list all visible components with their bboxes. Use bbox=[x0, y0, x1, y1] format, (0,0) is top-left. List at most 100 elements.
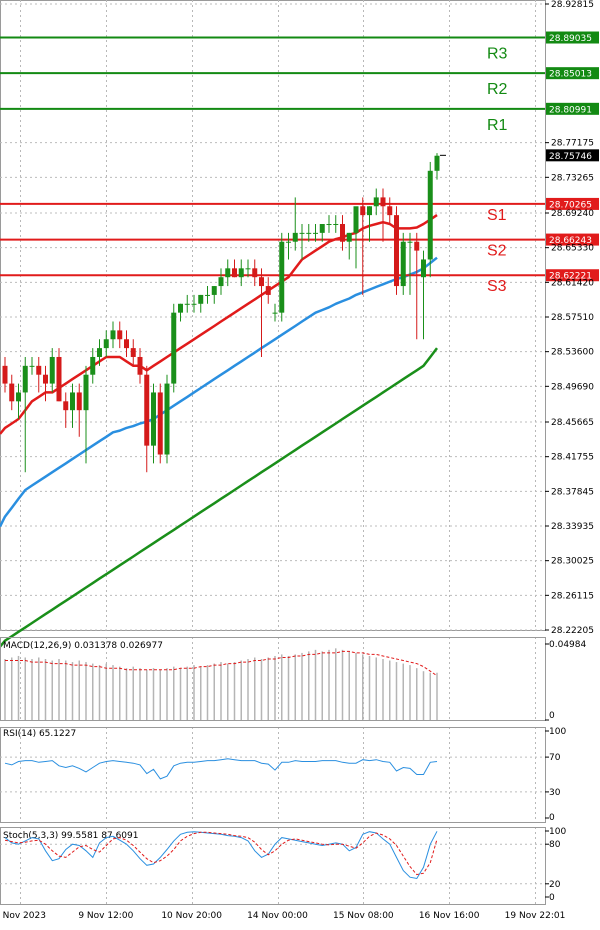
level-name-label: R3 bbox=[487, 46, 508, 63]
rsi-line bbox=[4, 758, 438, 780]
rsi-frame bbox=[0, 727, 546, 823]
candle-body bbox=[434, 155, 440, 171]
candle-body bbox=[252, 268, 258, 278]
stoch-frame bbox=[0, 827, 546, 905]
current-price-tag bbox=[546, 149, 599, 162]
rsi-tick-label: 70 bbox=[549, 753, 561, 763]
macd-signal-line bbox=[5, 650, 438, 677]
moving-averages bbox=[0, 214, 438, 648]
rsi-label: RSI(14) 65.1227 bbox=[3, 729, 76, 739]
price-tick-label: 28.49690 bbox=[551, 382, 594, 392]
candle-body bbox=[333, 223, 339, 225]
candle-body bbox=[299, 232, 305, 234]
price-axis: 28.92815 28.77175 28.73265 28.69240 28.65330… bbox=[545, 0, 599, 636]
level-name-label: R2 bbox=[487, 81, 508, 98]
level-price-tag bbox=[546, 67, 599, 80]
candle-body bbox=[90, 356, 96, 375]
candle-body bbox=[292, 232, 298, 242]
candle-body bbox=[70, 392, 75, 411]
candle-body bbox=[286, 241, 291, 243]
level-price-label: 28.89035 bbox=[549, 34, 592, 44]
macd-label: MACD(12,26,9) 0.031378 0.026977 bbox=[3, 641, 163, 651]
candle-body bbox=[110, 330, 116, 340]
price-frame bbox=[0, 0, 546, 631]
current-price-label: 28.75746 bbox=[549, 152, 592, 162]
rsi-tick-label: 0 bbox=[549, 813, 555, 823]
candle-body bbox=[36, 365, 42, 375]
price-tick-label: 28.26115 bbox=[551, 591, 594, 601]
stoch-d-line bbox=[4, 831, 438, 876]
candle-body bbox=[319, 223, 325, 233]
time-tick-label: 16 Nov 16:00 bbox=[419, 911, 480, 921]
price-tick-label: 28.77175 bbox=[551, 139, 594, 149]
candle-body bbox=[124, 339, 129, 349]
stoch-tick-label: 0 bbox=[549, 893, 555, 903]
rsi-panel: RSI(14) 65.1227 100 70 30 0 bbox=[0, 727, 566, 823]
price-panel: R3 28.89035 R2 28.85013 R1 28.80991 S1 28.70265… bbox=[0, 0, 599, 905]
candle-body bbox=[164, 383, 170, 455]
price-tick-label: 28.57510 bbox=[551, 313, 594, 323]
candle-body bbox=[83, 374, 89, 411]
candle-body bbox=[259, 277, 264, 287]
candle-body bbox=[367, 206, 372, 216]
time-tick-label: 15 Nov 08:00 bbox=[333, 911, 394, 921]
level-name-label: S2 bbox=[487, 243, 507, 260]
price-grid bbox=[0, 0, 546, 905]
candle-body bbox=[117, 330, 123, 340]
candle-body bbox=[9, 383, 15, 402]
candle-body bbox=[171, 312, 177, 384]
candle-body bbox=[265, 286, 271, 295]
candle-body bbox=[313, 232, 318, 234]
candle-body bbox=[184, 303, 190, 305]
price-tick-label: 28.41755 bbox=[551, 453, 594, 463]
macd-frame bbox=[0, 637, 546, 721]
moving-average-line bbox=[0, 256, 438, 528]
price-tick-label: 28.33935 bbox=[551, 522, 594, 532]
candle-body bbox=[29, 365, 35, 367]
level-price-tag bbox=[546, 269, 599, 282]
candle-body bbox=[103, 339, 109, 349]
candle-body bbox=[178, 303, 183, 313]
candle-body bbox=[16, 392, 21, 402]
candle-body bbox=[232, 268, 237, 278]
candle-body bbox=[205, 294, 210, 296]
level-price-tag bbox=[546, 31, 599, 44]
candle-body bbox=[2, 365, 8, 384]
stoch-panel: Stoch(5,3,3) 99.5581 87.6091 100 80 20 0 bbox=[0, 827, 566, 905]
price-tick-label: 28.45665 bbox=[551, 418, 594, 428]
candle-body bbox=[43, 374, 48, 384]
candle-body bbox=[346, 232, 352, 242]
candle-body bbox=[272, 312, 278, 314]
candle-body bbox=[198, 294, 204, 304]
level-price-label: 28.66243 bbox=[549, 236, 592, 246]
candle-body bbox=[326, 223, 332, 225]
price-tick-label: 28.73265 bbox=[551, 173, 594, 183]
macd-tick-label: 0.04984 bbox=[549, 640, 586, 650]
candle-body bbox=[225, 268, 231, 278]
price-tick-label: 28.30025 bbox=[551, 557, 594, 567]
macd-tick-label: 0 bbox=[549, 711, 555, 721]
candle-body bbox=[400, 241, 406, 287]
level-name-label: R1 bbox=[487, 117, 508, 134]
time-tick-label: 9 Nov 12:00 bbox=[78, 911, 133, 921]
candle-body bbox=[407, 241, 413, 243]
stoch-k-line bbox=[4, 831, 438, 880]
time-tick-label: 19 Nov 22:01 bbox=[505, 911, 566, 921]
time-tick-label: 10 Nov 20:00 bbox=[161, 911, 222, 921]
price-tick-label: 28.61420 bbox=[551, 278, 594, 288]
candle-body bbox=[144, 374, 150, 446]
candle-body bbox=[238, 268, 244, 278]
moving-average-line bbox=[0, 214, 438, 435]
candle-body bbox=[373, 197, 379, 207]
price-tick-label: 28.65330 bbox=[551, 244, 594, 254]
rsi-tick-label: 100 bbox=[549, 727, 566, 737]
candle-body bbox=[427, 170, 433, 260]
level-price-label: 28.70265 bbox=[549, 200, 592, 210]
candles bbox=[2, 153, 446, 473]
level-price-tag bbox=[546, 233, 599, 246]
level-price-label: 28.62221 bbox=[549, 272, 592, 282]
candle-body bbox=[218, 277, 224, 287]
level-price-tag bbox=[546, 197, 599, 210]
candle-body bbox=[211, 286, 217, 295]
